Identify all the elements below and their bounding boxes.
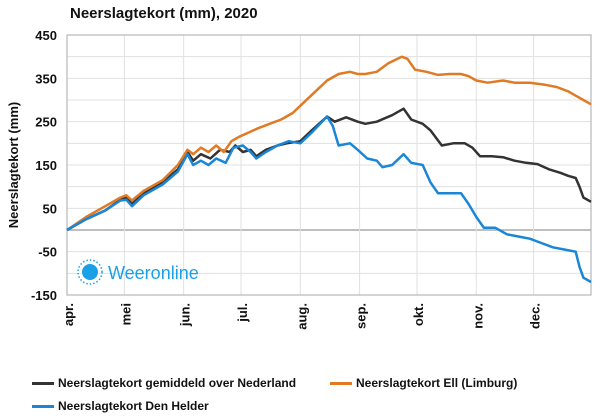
weeronline-sun-rays-icon	[77, 259, 103, 285]
y-axis-label: Neerslagtekort (mm)	[6, 102, 21, 228]
series-line-1	[66, 55, 592, 232]
legend-item-den-helder: Neerslagtekort Den Helder	[32, 399, 209, 413]
x-tick-label: jul.	[235, 303, 250, 323]
legend-label: Neerslagtekort Ell (Limburg)	[356, 376, 518, 390]
legend-item-nederland: Neerslagtekort gemiddeld over Nederland	[32, 376, 296, 390]
x-tick-label: apr.	[61, 303, 76, 326]
x-tick-label: nov.	[470, 303, 485, 329]
x-tick-label: mei	[118, 303, 133, 325]
legend-label: Neerslagtekort Den Helder	[58, 399, 209, 413]
y-tick-label: 250	[35, 115, 57, 130]
chart-title: Neerslagtekort (mm), 2020	[70, 5, 258, 22]
plot-frame	[66, 34, 592, 296]
y-tick-label: 50	[43, 201, 57, 216]
y-tick-label: 450	[35, 28, 57, 43]
series-line-0	[66, 107, 592, 232]
legend-item-ell: Neerslagtekort Ell (Limburg)	[330, 376, 517, 390]
x-tick-label: sep.	[354, 303, 369, 329]
y-tick-label: -50	[38, 245, 57, 260]
legend-label: Neerslagtekort gemiddeld over Nederland	[58, 376, 297, 390]
weeronline-sun-icon	[82, 264, 98, 280]
y-tick-label: 350	[35, 71, 57, 86]
x-tick-label: dec.	[528, 303, 543, 329]
y-tick-label: 150	[35, 158, 57, 173]
x-tick-label: okt.	[411, 303, 426, 326]
weeronline-logo: Weeronline	[108, 263, 199, 283]
series-line-2	[66, 115, 592, 284]
y-tick-label: -150	[31, 288, 57, 303]
x-tick-label: aug.	[294, 303, 309, 330]
x-tick-label: jun.	[178, 303, 193, 327]
